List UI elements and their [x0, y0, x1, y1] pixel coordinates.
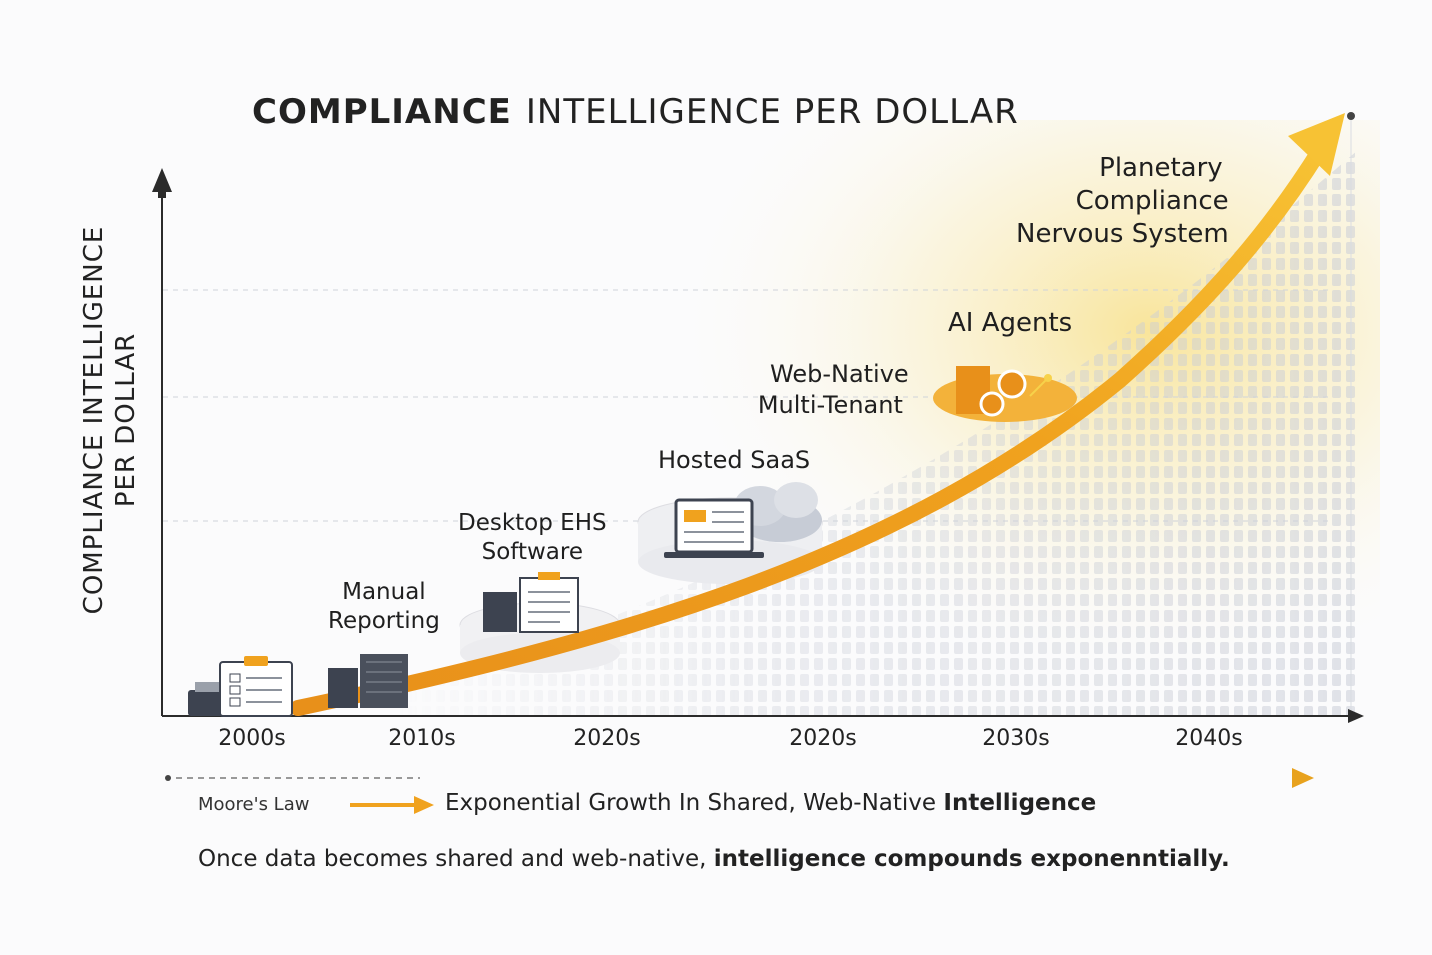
timeline-start-dot	[165, 775, 171, 781]
server-icon	[328, 654, 408, 708]
gear-icon	[956, 366, 1052, 417]
top-right-dot	[1347, 112, 1355, 120]
x-tick-label: 2020s	[573, 726, 641, 751]
moore-law-label: Moore's Law	[198, 794, 310, 815]
clipboard-icon	[219, 656, 293, 717]
fax-icon	[188, 682, 226, 716]
stage-label-desktop: Desktop EHS Software	[458, 510, 607, 565]
stage-label-planetary: Planetary Compliance Nervous System	[1016, 153, 1229, 249]
y-axis-label-line1: COMPLIANCE INTELLIGENCE	[79, 225, 109, 615]
exponential-growth-label: Exponential Growth In Shared, Web-Native…	[445, 790, 1097, 816]
x-tick-label: 2040s	[1175, 726, 1243, 751]
timeline-arrowhead-icon	[1292, 768, 1314, 788]
laptop-icon	[664, 498, 764, 558]
x-tick-label: 2010s	[388, 726, 456, 751]
y-axis-label: COMPLIANCE INTELLIGENCE PER DOLLAR	[78, 220, 142, 620]
x-tick-label: 2020s	[789, 726, 857, 751]
x-axis-arrow-icon	[1348, 709, 1364, 723]
stage-label-agents: AI Agents	[948, 308, 1073, 338]
growth-curve	[290, 142, 1328, 716]
curve-arrowhead-icon	[1288, 113, 1345, 176]
chart-title: COMPLIANCE INTELLIGENCE PER DOLLAR	[252, 92, 1019, 132]
cloud-icon	[734, 482, 822, 542]
stage-label-hosted: Hosted SaaS	[658, 446, 811, 474]
y-axis-label-line2: PER DOLLAR	[111, 332, 141, 508]
stage-label-webnative: Web-Native Multi-Tenant	[757, 360, 909, 419]
moore-arrowhead-icon	[414, 796, 434, 814]
caption: Once data becomes shared and web-native,…	[198, 846, 1230, 872]
document-icon	[483, 572, 579, 633]
dot-grid-fill	[400, 150, 1358, 716]
x-tick-label: 2000s	[218, 726, 286, 751]
x-tick-label: 2030s	[982, 726, 1050, 751]
y-axis-arrow-icon	[152, 168, 172, 192]
stage-label-manual: Manual Reporting	[328, 579, 440, 634]
